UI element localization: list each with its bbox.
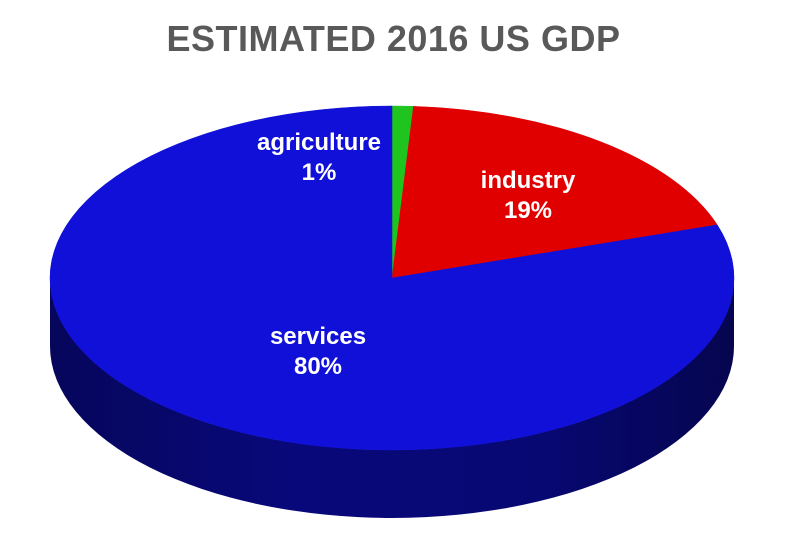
pie-label-layer: agriculture 1% industry 19% services 80% [257,129,576,380]
slice-value-agriculture: 1% [302,159,337,186]
pie-side-layer [50,278,734,518]
slice-value-industry: 19% [504,197,552,224]
slice-label-agriculture: agriculture [257,129,381,156]
chart-title: ESTIMATED 2016 US GDP [166,18,621,59]
pie-top-layer [49,105,735,451]
pie-slice-services [49,105,735,451]
slice-label-industry: industry [481,167,576,194]
pie-slice-industry [391,106,718,279]
slice-value-services: 80% [294,353,342,380]
pie-side-shade-services [50,278,734,518]
slice-label-services: services [270,323,366,350]
